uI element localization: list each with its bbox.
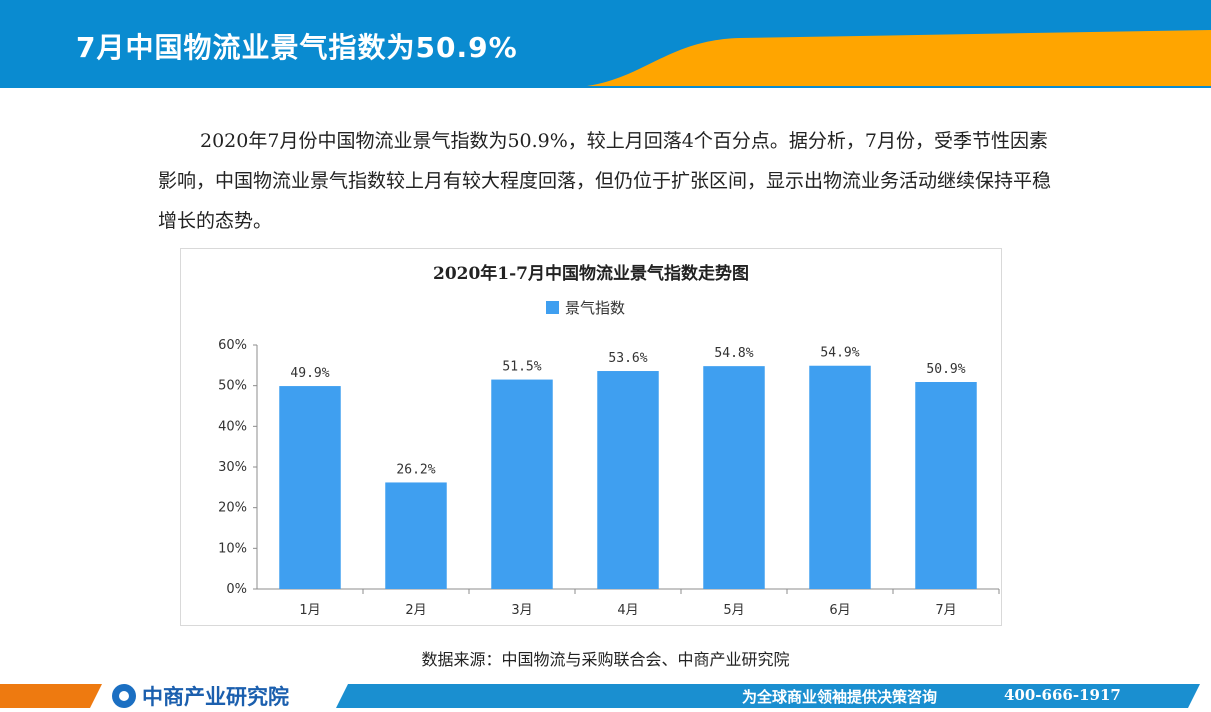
y-tick-label: 30% [218, 460, 247, 475]
bar [491, 379, 553, 589]
header-banner: 7月中国物流业景气指数为50.9% [0, 0, 1211, 88]
axis-layer: 0% 10% 20% 30% 40% 50% 60% 1月 2月 3月 4月 5月 6月 7月 [218, 338, 1000, 618]
data-label: 49.9% [290, 366, 329, 381]
bar-layer: 49.9% 26.2% 51.5% 53.6% 54.8% 54.9% 50.9% [279, 346, 977, 589]
bar-chart: 2020年1-7月中国物流业景气指数走势图 景气指数 0% 10% 20% 30% 40… [218, 263, 1000, 618]
x-tick-label: 2月 [405, 603, 426, 618]
y-tick-label: 60% [218, 338, 247, 353]
company-logo: 中商产业研究院 [112, 682, 289, 710]
bar [279, 386, 341, 589]
bar [809, 365, 871, 589]
data-label: 54.8% [714, 346, 753, 361]
page-title: 7月中国物流业景气指数为50.9% [76, 31, 518, 64]
data-label: 51.5% [502, 360, 541, 375]
y-tick-label: 40% [218, 419, 247, 434]
intro-paragraph: 2020年7月份中国物流业景气指数为50.9%，较上月回落4个百分点。据分析，7… [158, 130, 1052, 232]
x-tick-label: 4月 [617, 603, 638, 618]
chart-container: 2020年1-7月中国物流业景气指数走势图 景气指数 0% 10% 20% 30% 40… [180, 248, 1002, 626]
y-tick-label: 0% [226, 582, 247, 597]
bar [597, 371, 659, 589]
data-label: 53.6% [608, 351, 647, 366]
legend-swatch [546, 301, 559, 314]
chart-title: 2020年1-7月中国物流业景气指数走势图 [433, 263, 749, 284]
logo-icon [112, 684, 136, 708]
y-tick-label: 20% [218, 501, 247, 516]
data-label: 54.9% [820, 346, 859, 361]
x-tick-label: 5月 [723, 603, 744, 618]
data-label: 26.2% [396, 462, 435, 477]
footer-phone: 400-666-1917 [1004, 686, 1121, 704]
data-source: 数据来源：中国物流与采购联合会、中商产业研究院 [421, 650, 790, 669]
data-label: 50.9% [926, 362, 965, 377]
x-tick-label: 7月 [935, 603, 956, 618]
bar [385, 482, 447, 589]
logo-text: 中商产业研究院 [142, 685, 289, 709]
bar [915, 382, 977, 589]
header-background [0, 0, 1211, 88]
bar [703, 366, 765, 589]
footer-slogan: 为全球商业领袖提供决策咨询 [742, 688, 938, 706]
y-tick-label: 10% [218, 541, 247, 556]
y-tick-label: 50% [218, 379, 247, 394]
x-tick-label: 3月 [511, 603, 532, 618]
legend-label: 景气指数 [565, 299, 625, 317]
x-tick-label: 6月 [829, 603, 850, 618]
x-tick-label: 1月 [299, 603, 320, 618]
footer-background [0, 684, 1200, 708]
footer-bar [0, 680, 1211, 712]
